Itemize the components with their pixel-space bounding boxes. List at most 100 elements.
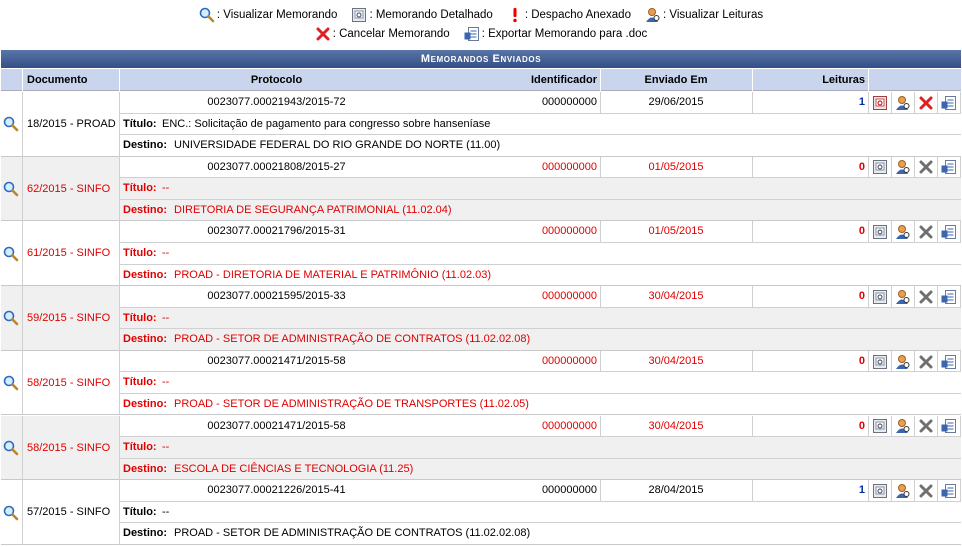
enviado-em: 01/05/2015 bbox=[648, 160, 704, 173]
protocolo: 0023077.00021471/2015-58 bbox=[207, 419, 346, 432]
destino-value: UNIVERSIDADE FEDERAL DO RIO GRANDE DO NO… bbox=[174, 139, 501, 152]
cancel-icon[interactable] bbox=[918, 354, 934, 370]
cell bbox=[119, 243, 961, 265]
view-memo-icon[interactable] bbox=[3, 310, 19, 326]
cancel-icon[interactable] bbox=[918, 224, 934, 240]
cell bbox=[119, 114, 961, 136]
protocolo: 0023077.00021796/2015-31 bbox=[207, 225, 346, 238]
export-icon[interactable] bbox=[941, 418, 957, 434]
detail-icon[interactable] bbox=[872, 289, 888, 305]
enviado-em: 30/04/2015 bbox=[648, 419, 704, 432]
table-caption: Memorandos Enviados bbox=[1, 50, 961, 68]
legend-icon bbox=[513, 8, 517, 23]
cell bbox=[119, 308, 961, 330]
legend-item: : Memorando Detalhado bbox=[351, 7, 493, 23]
legend-icon bbox=[199, 7, 215, 23]
legend-icon bbox=[316, 27, 330, 41]
separator bbox=[119, 156, 120, 222]
view-memo-icon[interactable] bbox=[3, 116, 19, 132]
view-memo-icon[interactable] bbox=[3, 246, 19, 262]
protocolo: 0023077.00021226/2015-41 bbox=[207, 484, 346, 497]
separator bbox=[22, 480, 23, 545]
cancel-icon[interactable] bbox=[918, 289, 934, 305]
separator bbox=[119, 480, 120, 545]
leituras: 0 bbox=[858, 290, 865, 303]
cancel-icon[interactable] bbox=[918, 418, 934, 434]
separator bbox=[600, 92, 601, 114]
titulo-label: Título: bbox=[123, 505, 157, 518]
export-icon[interactable] bbox=[941, 159, 957, 175]
separator bbox=[600, 69, 601, 91]
separator bbox=[937, 156, 938, 179]
separator bbox=[22, 350, 23, 416]
detail-icon[interactable] bbox=[872, 354, 888, 370]
titulo-label: Título: bbox=[123, 311, 157, 324]
detail-icon[interactable] bbox=[872, 95, 888, 111]
cell bbox=[119, 178, 961, 200]
titulo-value: -- bbox=[162, 246, 170, 259]
titulo-label: Título: bbox=[123, 441, 157, 454]
destino-label: Destino: bbox=[123, 203, 167, 216]
detail-icon[interactable] bbox=[872, 483, 888, 499]
destino-value: PROAD - DIRETORIA DE MATERIAL E PATRIMÔN… bbox=[174, 268, 492, 281]
legend-label: : Cancelar Memorando bbox=[332, 28, 450, 40]
documento: 61/2015 - SINFO bbox=[27, 247, 111, 260]
leituras: 0 bbox=[858, 419, 865, 432]
view-memo-icon[interactable] bbox=[3, 505, 19, 521]
separator bbox=[914, 92, 915, 114]
cancel-icon[interactable] bbox=[918, 483, 934, 499]
identificador: 000000000 bbox=[541, 290, 597, 303]
view-memo-icon[interactable] bbox=[3, 440, 19, 456]
separator bbox=[119, 69, 120, 91]
person-icon[interactable] bbox=[895, 354, 911, 370]
separator bbox=[891, 221, 892, 243]
person-icon[interactable] bbox=[895, 483, 911, 499]
detail-icon[interactable] bbox=[872, 159, 888, 175]
titulo-label: Título: bbox=[123, 117, 157, 130]
person-icon[interactable] bbox=[895, 159, 911, 175]
legend-item: : Despacho Anexado bbox=[507, 7, 631, 23]
detail-icon[interactable] bbox=[872, 418, 888, 434]
separator bbox=[22, 221, 23, 287]
separator bbox=[868, 92, 869, 114]
separator bbox=[752, 415, 753, 438]
export-icon[interactable] bbox=[941, 354, 957, 370]
destino-label: Destino: bbox=[123, 139, 167, 152]
cancel-icon[interactable] bbox=[918, 95, 934, 111]
enviado-em: 29/06/2015 bbox=[648, 96, 704, 108]
documento: 57/2015 - SINFO bbox=[27, 506, 111, 519]
export-icon[interactable] bbox=[941, 483, 957, 499]
person-icon[interactable] bbox=[895, 418, 911, 434]
export-icon[interactable] bbox=[941, 224, 957, 240]
titulo-value: -- bbox=[162, 311, 170, 324]
separator bbox=[119, 350, 120, 416]
export-icon[interactable] bbox=[941, 289, 957, 305]
cancel-icon[interactable] bbox=[918, 159, 934, 175]
enviado-em: 28/04/2015 bbox=[648, 484, 704, 497]
view-memo-icon[interactable] bbox=[3, 181, 19, 197]
separator bbox=[868, 415, 869, 438]
separator bbox=[868, 156, 869, 179]
leituras: 1 bbox=[858, 484, 865, 497]
separator bbox=[600, 415, 601, 438]
legend: : Visualizar Memorando: Memorando Detalh… bbox=[0, 6, 962, 24]
separator bbox=[22, 156, 23, 222]
view-memo-icon[interactable] bbox=[3, 375, 19, 391]
separator bbox=[22, 69, 23, 91]
export-icon[interactable] bbox=[941, 95, 957, 111]
identificador: 000000000 bbox=[541, 354, 597, 367]
separator bbox=[914, 286, 915, 308]
separator bbox=[600, 350, 601, 373]
separator bbox=[600, 156, 601, 179]
separator bbox=[937, 92, 938, 114]
destino-label: Destino: bbox=[123, 397, 167, 410]
separator bbox=[752, 221, 753, 243]
separator bbox=[868, 350, 869, 373]
detail-icon[interactable] bbox=[872, 224, 888, 240]
person-icon[interactable] bbox=[895, 95, 911, 111]
legend-item: : Visualizar Leituras bbox=[645, 7, 763, 23]
person-icon[interactable] bbox=[895, 224, 911, 240]
titulo-label: Título: bbox=[123, 246, 157, 259]
person-icon[interactable] bbox=[895, 289, 911, 305]
legend-icon bbox=[352, 8, 367, 22]
